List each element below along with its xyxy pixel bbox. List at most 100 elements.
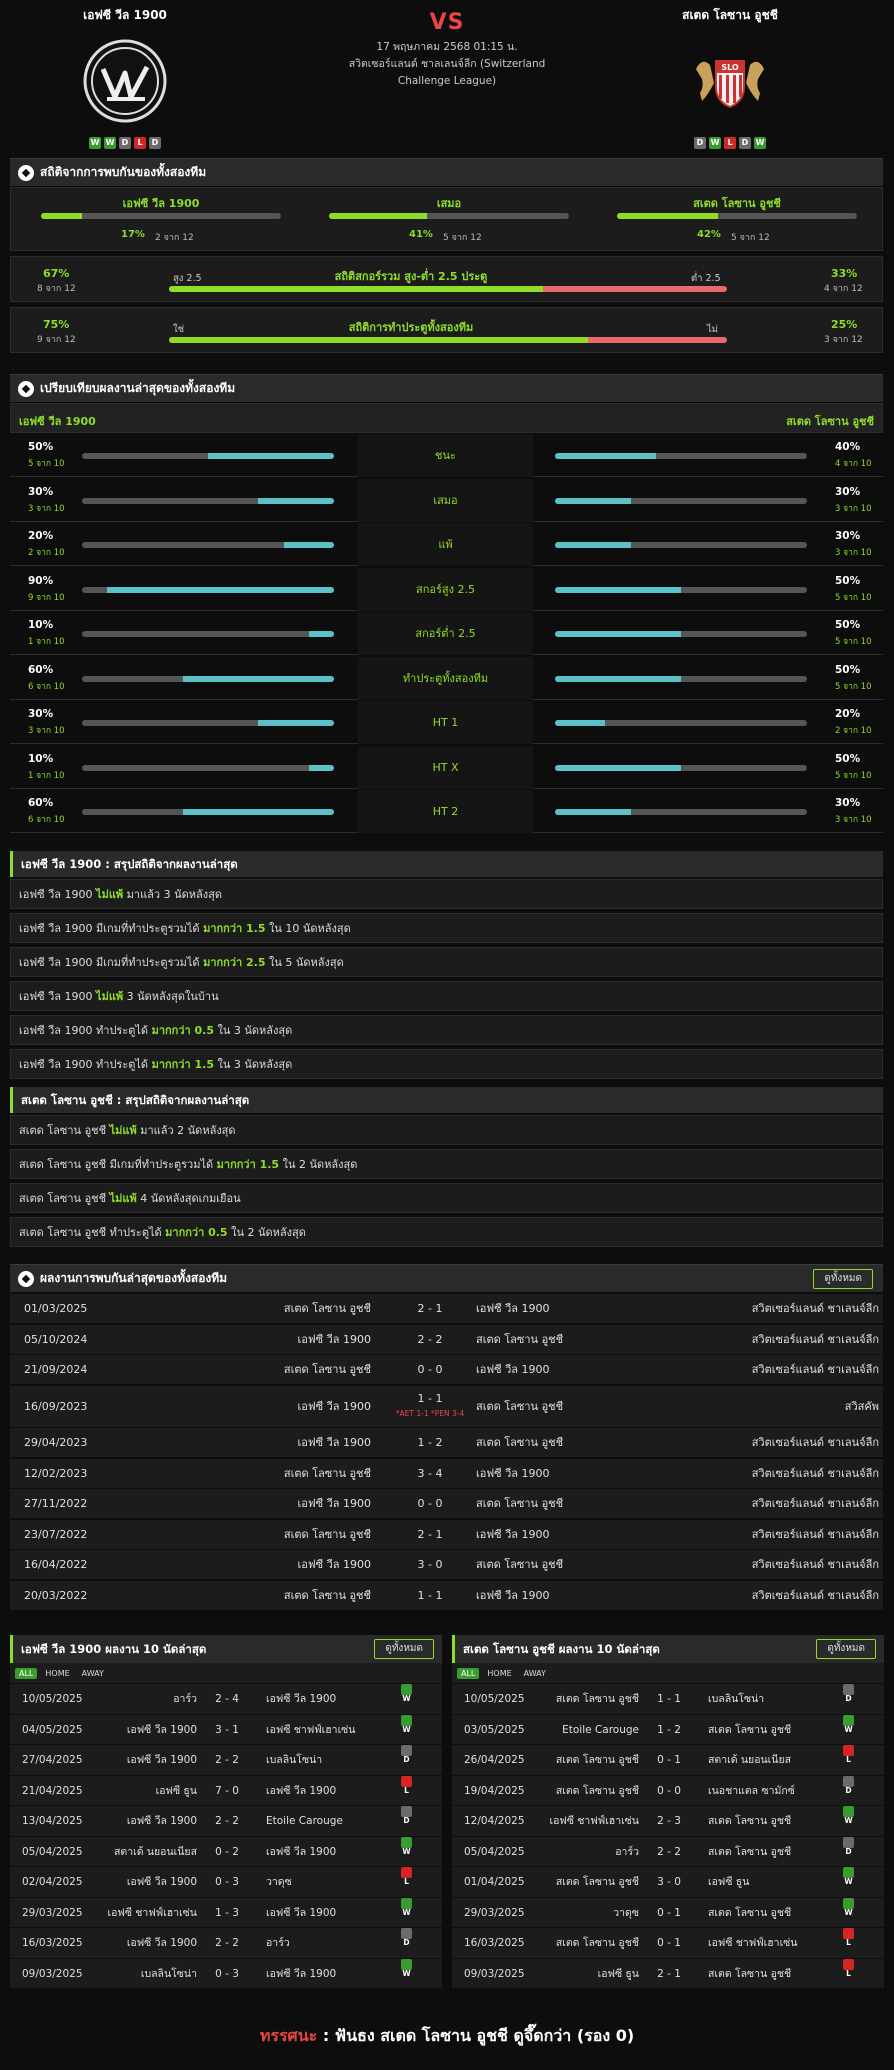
away-last10-panel: สเตด โลซาน อูชชี ผลงาน 10 นัดล่าสุด ดูทั… — [452, 1635, 884, 1988]
last10-home-team: สเตด โลซาน อูชชี — [555, 1937, 639, 1949]
tab-all[interactable]: ALL — [15, 1667, 38, 1679]
compare-right-pct: 50% — [835, 663, 861, 676]
compare-right-bar — [555, 764, 807, 771]
result-away-team: สเตด โลซาน อูชชี — [476, 1436, 564, 1449]
last10-row[interactable]: 29/03/2025 เอฟซี ชาฟฟ์เฮาเซ่น 1 - 3 เอฟซี ว… — [10, 1896, 442, 1927]
last10-row[interactable]: 21/04/2025 เอฟซี ธูน 7 - 0 เอฟซี วีล 1900 L — [10, 1774, 442, 1805]
last10-row[interactable]: 27/04/2025 เอฟซี วีล 1900 2 - 2 เบลลินโซน่า… — [10, 1744, 442, 1775]
last10-date: 13/04/2025 — [22, 1815, 83, 1827]
last10-result-badge: D — [401, 1745, 412, 1764]
last10-row[interactable]: 12/04/2025 เอฟซี ชาฟฟ์เฮาเซ่น 2 - 3 สเตด โล… — [452, 1805, 884, 1836]
compare-title: เปรียบเทียบผลงานล่าสุดของทั้งสองทีม — [40, 381, 236, 395]
summary-row: สเตด โลซาน อูชชี ไม่แพ้ 4 นัดหลังสุดเกมเ… — [10, 1183, 883, 1213]
last10-result-badge: L — [843, 1958, 854, 1978]
last10-away-team: เนอชาแตล ซามักซ์ — [708, 1784, 795, 1797]
last10-row[interactable]: 05/04/2025 สตาเด้ นยอนเนียส 0 - 2 เอฟซี วีล… — [10, 1835, 442, 1866]
last10-row[interactable]: 16/03/2025 สเตด โลซาน อูชชี 0 - 1 เอฟซี ชาฟ… — [452, 1927, 884, 1958]
last10-score: 0 - 1 — [657, 1906, 681, 1919]
tab-home[interactable]: HOME — [487, 1668, 512, 1678]
last10-row[interactable]: 10/05/2025 อาร์ว 2 - 4 เอฟซี วีล 1900 W — [10, 1683, 442, 1714]
h2h-view-all-button[interactable]: ดูทั้งหมด — [813, 1269, 873, 1289]
h2h-result-row[interactable]: 21/09/2024 สเตด โลซาน อูชชี 0 - 0 เอฟซี วีล… — [10, 1355, 883, 1385]
last10-result-badge: W — [843, 1867, 854, 1886]
form-badge: W — [709, 137, 721, 149]
tab-all[interactable]: ALL — [457, 1667, 480, 1679]
tab-away[interactable]: AWAY — [81, 1668, 104, 1678]
summary-text: สเตด โลซาน อูชชี ทำประตูได้ — [19, 1226, 166, 1239]
last10-home-team: เอฟซี ชาฟฟ์เฮาเซ่น — [107, 1906, 197, 1919]
result-away-team: เอฟซี วีล 1900 — [476, 1588, 550, 1602]
result-score: 1 - 2 — [417, 1436, 443, 1449]
h2h-result-row[interactable]: 05/10/2024 เอฟซี วีล 1900 2 - 2 สเตด โลซาน … — [10, 1324, 883, 1355]
result-score: 2 - 2 — [417, 1332, 443, 1346]
summary-text: ใน 2 นัดหลังสุด — [227, 1226, 306, 1239]
tab-away[interactable]: AWAY — [523, 1668, 546, 1678]
h2h-result-row[interactable]: 01/03/2025 สเตด โลซาน อูชชี 2 - 1 เอฟซี วีล… — [10, 1294, 883, 1324]
last10-date: 21/04/2025 — [22, 1784, 83, 1797]
last10-row[interactable]: 26/04/2025 สเตด โลซาน อูชชี 0 - 1 สตาเด้ นย… — [452, 1744, 884, 1775]
h2h-result-row[interactable]: 12/02/2023 สเตด โลซาน อูชชี 3 - 4 เอฟซี วีล… — [10, 1458, 883, 1489]
compare-row-label: แพ้ — [358, 523, 533, 566]
h2h-result-row[interactable]: 27/11/2022 เอฟซี วีล 1900 0 - 0 สเตด โลซาน … — [10, 1489, 883, 1519]
last10-away-team: สเตด โลซาน อูชชี — [708, 1906, 792, 1919]
h2h-result-row[interactable]: 16/04/2022 เอฟซี วีล 1900 3 - 0 สเตด โลซาน … — [10, 1550, 883, 1580]
last10-row[interactable]: 09/03/2025 เบลลินโซน่า 0 - 3 เอฟซี วีล 1900… — [10, 1957, 442, 1988]
last10-row[interactable]: 01/04/2025 สเตด โลซาน อูชชี 3 - 0 เอฟซี ธูน… — [452, 1866, 884, 1897]
last10-row[interactable]: 03/05/2025 Etoile Carouge 1 - 2 สเตด โลซาน … — [452, 1713, 884, 1744]
last10-away-team: เอฟซี วีล 1900 — [266, 1906, 337, 1919]
result-date: 20/03/2022 — [24, 1588, 88, 1602]
last10-score: 2 - 2 — [215, 1815, 239, 1827]
h2h-result-row[interactable]: 16/09/2023 เอฟซี วีล 1900 1 - 1 *AET 1-1 *P… — [10, 1385, 883, 1428]
away-last10-view-all-button[interactable]: ดูทั้งหมด — [816, 1639, 876, 1659]
summary-row: สเตด โลซาน อูชชี ทำประตูได้ มากกว่า 0.5 … — [10, 1217, 883, 1247]
compare-right-bar — [555, 586, 807, 593]
soccer-ball-icon — [18, 380, 34, 397]
summary-text: เอฟซี วีล 1900 มีเกมที่ทำประตูรวมได้ — [19, 922, 204, 935]
compare-right-sub: 4 จาก 10 — [835, 459, 872, 469]
compare-home-name: เอฟซี วีล 1900 — [19, 415, 96, 428]
compare-right-bar — [555, 453, 807, 459]
compare-left-bar — [82, 809, 334, 815]
last10-row[interactable]: 29/03/2025 วาดุซ 0 - 1 สเตด โลซาน อูชชี W — [452, 1896, 884, 1927]
last10-row[interactable]: 10/05/2025 สเตด โลซาน อูชชี 1 - 1 เบลลินโซน… — [452, 1683, 884, 1714]
home-team-logo — [83, 39, 167, 123]
summary-highlight: ไม่แพ้ — [96, 888, 124, 901]
result-date: 01/03/2025 — [24, 1302, 88, 1315]
h2h-result-row[interactable]: 20/03/2022 สเตด โลซาน อูชชี 1 - 1 เอฟซี วีล… — [10, 1580, 883, 1611]
last10-away-team: Etoile Carouge — [266, 1815, 343, 1827]
summary-text: 4 นัดหลังสุดเกมเยือน — [136, 1192, 241, 1205]
last10-row[interactable]: 05/04/2025 อาร์ว 2 - 2 สเตด โลซาน อูชชี D — [452, 1835, 884, 1866]
last10-date: 12/04/2025 — [464, 1815, 525, 1827]
h2h-results-title: ผลงานการพบกันล่าสุดของทั้งสองทีม — [40, 1271, 228, 1285]
vs-label: VS — [429, 10, 465, 35]
last10-row[interactable]: 19/04/2025 สเตด โลซาน อูชชี 0 - 0 เนอชาแตล … — [452, 1774, 884, 1805]
compare-right-bar — [555, 675, 807, 682]
ou-right-sub: 4 จาก 12 — [824, 284, 863, 294]
last10-row[interactable]: 09/03/2025 เอฟซี ธูน 2 - 1 สเตด โลซาน อูชชี… — [452, 1957, 884, 1988]
tab-home[interactable]: HOME — [45, 1668, 70, 1678]
h2h-result-row[interactable]: 23/07/2022 สเตด โลซาน อูชชี 2 - 1 เอฟซี วีล… — [10, 1519, 883, 1550]
home-last10-view-all-button[interactable]: ดูทั้งหมด — [374, 1639, 434, 1659]
last10-row[interactable]: 16/03/2025 เอฟซี วีล 1900 2 - 2 อาร์ว D — [10, 1927, 442, 1958]
result-away-team: เอฟซี วีล 1900 — [476, 1527, 550, 1541]
home-last10-title: เอฟซี วีล 1900 ผลงาน 10 นัดล่าสุด — [21, 1642, 207, 1656]
compare-row-label: ทำประตูทั้งสองทีม — [358, 656, 533, 700]
last10-row[interactable]: 04/05/2025 เอฟซี วีล 1900 3 - 1 เอฟซี ชาฟฟ์… — [10, 1713, 442, 1744]
btts-right-pct: 25% — [831, 318, 858, 331]
last10-row[interactable]: 02/04/2025 เอฟซี วีล 1900 0 - 3 วาดุซ L — [10, 1866, 442, 1897]
h2h-col-label: เอฟซี วีล 1900 — [122, 197, 200, 210]
result-score: 0 - 0 — [417, 1363, 443, 1376]
h2h-result-row[interactable]: 29/04/2023 เอฟซี วีล 1900 1 - 2 สเตด โลซาน … — [10, 1428, 883, 1458]
last10-result-badge: D — [401, 1928, 412, 1947]
result-date: 16/04/2022 — [24, 1558, 88, 1571]
summary-highlight: มากกว่า 0.5 — [165, 1226, 228, 1239]
last10-row[interactable]: 13/04/2025 เอฟซี วีล 1900 2 - 2 Etoile Caro… — [10, 1805, 442, 1836]
h2h-col-bar — [41, 213, 281, 219]
last10-away-team: เบลลินโซน่า — [266, 1754, 323, 1766]
last10-date: 09/03/2025 — [22, 1967, 83, 1980]
compare-right-pct: 50% — [835, 619, 861, 631]
